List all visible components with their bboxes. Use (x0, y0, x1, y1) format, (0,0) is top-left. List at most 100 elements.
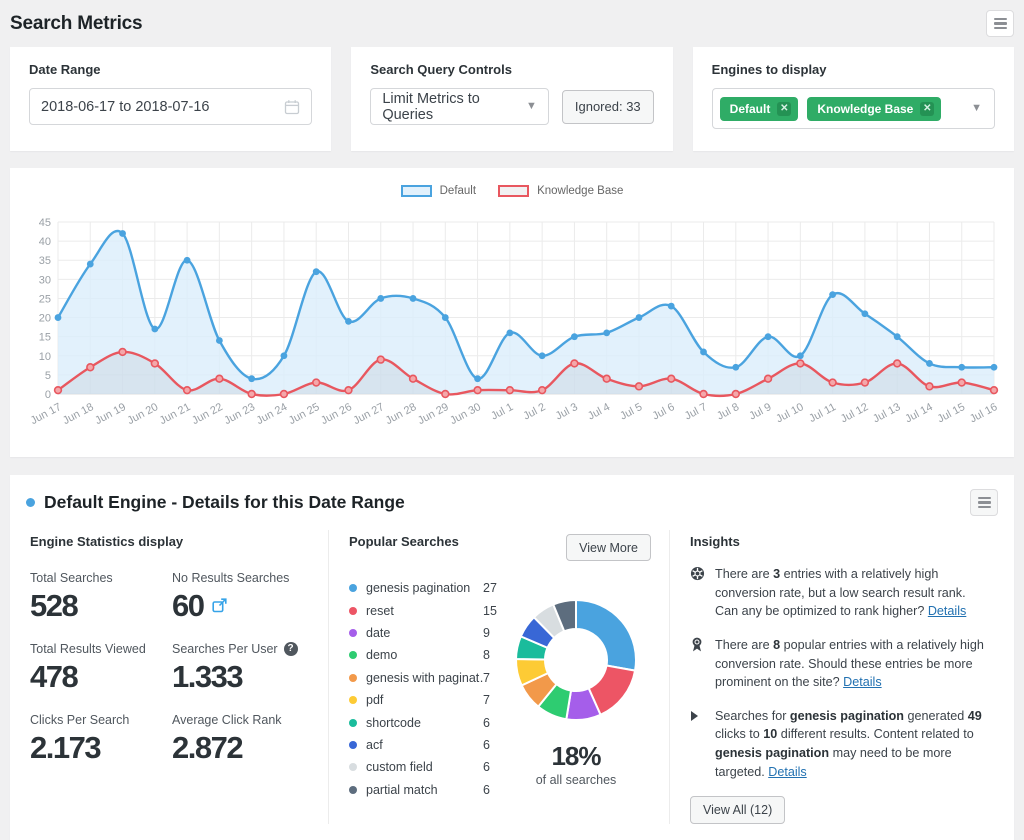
svg-text:Jul 3: Jul 3 (554, 401, 580, 423)
svg-text:Jul 10: Jul 10 (774, 401, 806, 425)
svg-text:Jun 20: Jun 20 (125, 401, 160, 427)
popular-search-row[interactable]: custom field 6 (349, 756, 501, 778)
stat-value: 528 (30, 588, 79, 623)
details-link[interactable]: Details (768, 764, 807, 779)
insight-text: Searches for genesis pagination generate… (715, 708, 982, 779)
legend-item-default[interactable]: Default (400, 185, 476, 197)
svg-text:5: 5 (45, 370, 51, 382)
page-menu-button[interactable] (986, 10, 1014, 37)
view-all-button[interactable]: View All (12) (690, 796, 786, 825)
stat-label: Average Click Rank (172, 713, 282, 727)
engine-tag-label: Default (729, 101, 771, 116)
insights-column: Insights There are 3 entries with a rela… (670, 530, 998, 825)
popular-search-label: pdf (366, 693, 384, 708)
svg-text:35: 35 (39, 255, 51, 267)
popular-search-count: 7 (483, 693, 490, 708)
donut-percentage: 18% (551, 741, 601, 771)
svg-text:Jun 26: Jun 26 (319, 401, 354, 427)
date-range-value: 2018-06-17 to 2018-07-16 (41, 98, 210, 115)
svg-text:Jul 16: Jul 16 (968, 401, 1000, 425)
donut-segment[interactable] (575, 598, 637, 672)
stat-average-click-rank: Average Click Rank 2.872 (172, 713, 314, 763)
popular-searches-heading: Popular Searches (349, 534, 459, 549)
insight-item: There are 3 entries with a relatively hi… (690, 565, 992, 621)
svg-text:Jul 9: Jul 9 (747, 401, 773, 423)
stat-value: 1.333 (172, 659, 244, 694)
medal-icon (692, 637, 702, 652)
svg-text:40: 40 (39, 236, 51, 248)
svg-text:Jun 23: Jun 23 (222, 401, 257, 427)
popular-search-count: 27 (483, 581, 497, 596)
wheel-icon-wrap (690, 565, 706, 621)
legend-item-knowledge-base[interactable]: Knowledge Base (498, 185, 623, 197)
engines-multiselect[interactable]: Default ✕ Knowledge Base ✕ ▼ (711, 88, 995, 129)
svg-text:Jul 11: Jul 11 (807, 401, 838, 425)
svg-text:Jun 27: Jun 27 (351, 401, 386, 427)
popular-search-row[interactable]: genesis with paginat… 7 (349, 667, 501, 689)
popular-search-count: 6 (483, 782, 490, 797)
chart-legend: Default Knowledge Base (20, 180, 1004, 202)
remove-tag-icon[interactable]: ✕ (777, 101, 792, 116)
series-color-dot (349, 696, 357, 705)
date-range-input[interactable]: 2018-06-17 to 2018-07-16 (29, 88, 313, 125)
help-icon[interactable]: ? (283, 642, 298, 656)
popular-search-row[interactable]: date 9 (349, 622, 501, 644)
stat-label: Total Searches (30, 571, 113, 585)
date-range-panel: Date Range 2018-06-17 to 2018-07-16 (10, 47, 332, 151)
popular-search-row[interactable]: reset 15 (349, 599, 501, 621)
svg-text:Jul 2: Jul 2 (521, 401, 547, 423)
popular-search-count: 6 (483, 715, 490, 730)
series-color-dot (349, 584, 357, 593)
details-link[interactable]: Details (927, 604, 967, 619)
stat-searches-per-user: Searches Per User? 1.333 (172, 642, 314, 692)
search-query-controls-label: Search Query Controls (370, 62, 512, 77)
engine-tag[interactable]: Default ✕ (719, 96, 799, 121)
stat-label: Searches Per User? (172, 642, 314, 656)
stat-label: Clicks Per Search (30, 713, 130, 727)
popular-search-row[interactable]: acf 6 (349, 734, 501, 756)
remove-tag-icon[interactable]: ✕ (920, 101, 935, 116)
controls-row: Date Range 2018-06-17 to 2018-07-16 Sear… (10, 47, 1014, 151)
series-color-dot (349, 718, 357, 727)
popular-search-row[interactable]: partial match 6 (349, 779, 501, 801)
stats-heading: Engine Statistics display (30, 534, 184, 549)
popular-search-row[interactable]: genesis pagination 27 (349, 577, 501, 599)
popular-search-label: demo (366, 648, 398, 663)
svg-text:Jun 30: Jun 30 (448, 401, 483, 427)
insight-text: There are 8 popular entries with a relat… (715, 637, 984, 690)
engines-label: Engines to display (711, 62, 827, 77)
stat-value: 478 (30, 659, 79, 694)
series-color-dot (349, 785, 357, 794)
popular-search-label: custom field (366, 760, 433, 775)
svg-text:Jun 24: Jun 24 (255, 401, 290, 427)
engine-color-dot (26, 498, 35, 507)
limit-metrics-select[interactable]: Limit Metrics to Queries ▼ (370, 88, 549, 125)
svg-text:Jul 7: Jul 7 (683, 401, 709, 423)
popular-search-row[interactable]: shortcode 6 (349, 711, 501, 733)
donut-segment[interactable] (551, 598, 577, 633)
popular-search-row[interactable]: pdf 7 (349, 689, 501, 711)
chevron-down-icon: ▼ (971, 102, 982, 114)
svg-text:Jun 22: Jun 22 (190, 401, 225, 427)
series-color-dot (349, 740, 357, 749)
details-link[interactable]: Details (843, 675, 882, 690)
popular-search-row[interactable]: demo 8 (349, 644, 501, 666)
popular-search-label: acf (366, 737, 383, 752)
popular-search-count: 7 (483, 670, 490, 685)
svg-text:Jun 19: Jun 19 (93, 401, 128, 427)
series-color-dot (349, 628, 357, 637)
svg-text:0: 0 (45, 389, 51, 401)
stat-total-results-viewed: Total Results Viewed 478 (30, 642, 172, 692)
ignored-button[interactable]: Ignored: 33 (561, 89, 654, 124)
details-menu-button[interactable] (970, 489, 998, 516)
series-color-dot (349, 651, 357, 660)
engine-tag[interactable]: Knowledge Base ✕ (807, 96, 942, 121)
donut-caption: 18% of all searches (536, 741, 617, 787)
view-more-button[interactable]: View More (566, 534, 651, 561)
svg-text:Jul 12: Jul 12 (839, 401, 871, 425)
external-link-icon[interactable] (212, 598, 228, 613)
hamburger-icon (993, 17, 1007, 30)
svg-text:Jul 8: Jul 8 (715, 401, 741, 423)
stat-value: 2.173 (30, 730, 102, 765)
